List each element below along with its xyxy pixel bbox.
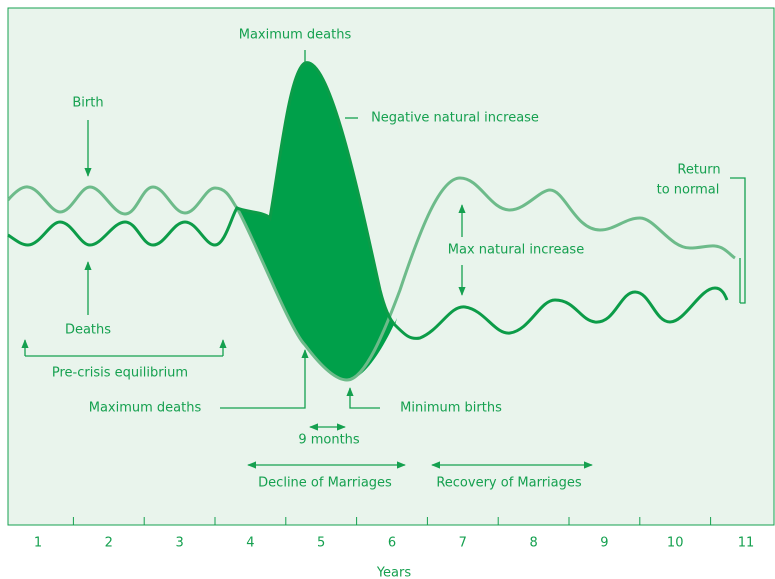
birth-curve [6, 176, 736, 382]
x-tick-label: 11 [738, 536, 755, 551]
x-tick-label: 7 [459, 536, 467, 551]
label: Pre-crisis equilibrium [52, 366, 188, 381]
label: 9 months [298, 433, 360, 448]
label: Maximum deaths [239, 28, 352, 43]
x-tick-label: 8 [529, 536, 537, 551]
label: Minimum births [400, 401, 502, 416]
x-tick-label: 5 [317, 536, 325, 551]
x-tick-label: 9 [600, 536, 608, 551]
label: Max natural increase [448, 243, 584, 258]
label: Maximum deaths [89, 401, 202, 416]
axis-ticks [72, 517, 712, 525]
label: Decline of Marriages [258, 476, 392, 491]
label: Recovery of Marriages [436, 476, 582, 491]
x-tick-label: 3 [175, 536, 183, 551]
annotation-lines [21, 50, 746, 469]
axis-title: Years [376, 566, 412, 579]
label: Negative natural increase [371, 111, 539, 126]
x-tick-label: 10 [667, 536, 684, 551]
x-tick-label: 4 [246, 536, 254, 551]
x-tick-label: 2 [105, 536, 113, 551]
x-tick-label: 6 [388, 536, 396, 551]
fill-region [237, 62, 397, 380]
plot-area [7, 7, 775, 526]
label: Birth [72, 96, 103, 111]
x-tick-label: 1 [34, 536, 42, 551]
death-curve [7, 61, 729, 340]
label: Return [677, 163, 720, 178]
label: Deaths [65, 323, 111, 338]
label: to normal [657, 183, 720, 198]
